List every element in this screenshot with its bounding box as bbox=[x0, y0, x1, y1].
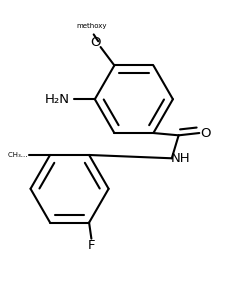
Text: methoxy: methoxy bbox=[76, 23, 107, 29]
Text: F: F bbox=[88, 239, 95, 252]
Text: H₂N: H₂N bbox=[44, 93, 70, 106]
Text: O: O bbox=[91, 36, 101, 49]
Text: O: O bbox=[200, 126, 210, 139]
Text: CH₃...: CH₃... bbox=[8, 152, 30, 158]
Text: NH: NH bbox=[171, 152, 191, 165]
